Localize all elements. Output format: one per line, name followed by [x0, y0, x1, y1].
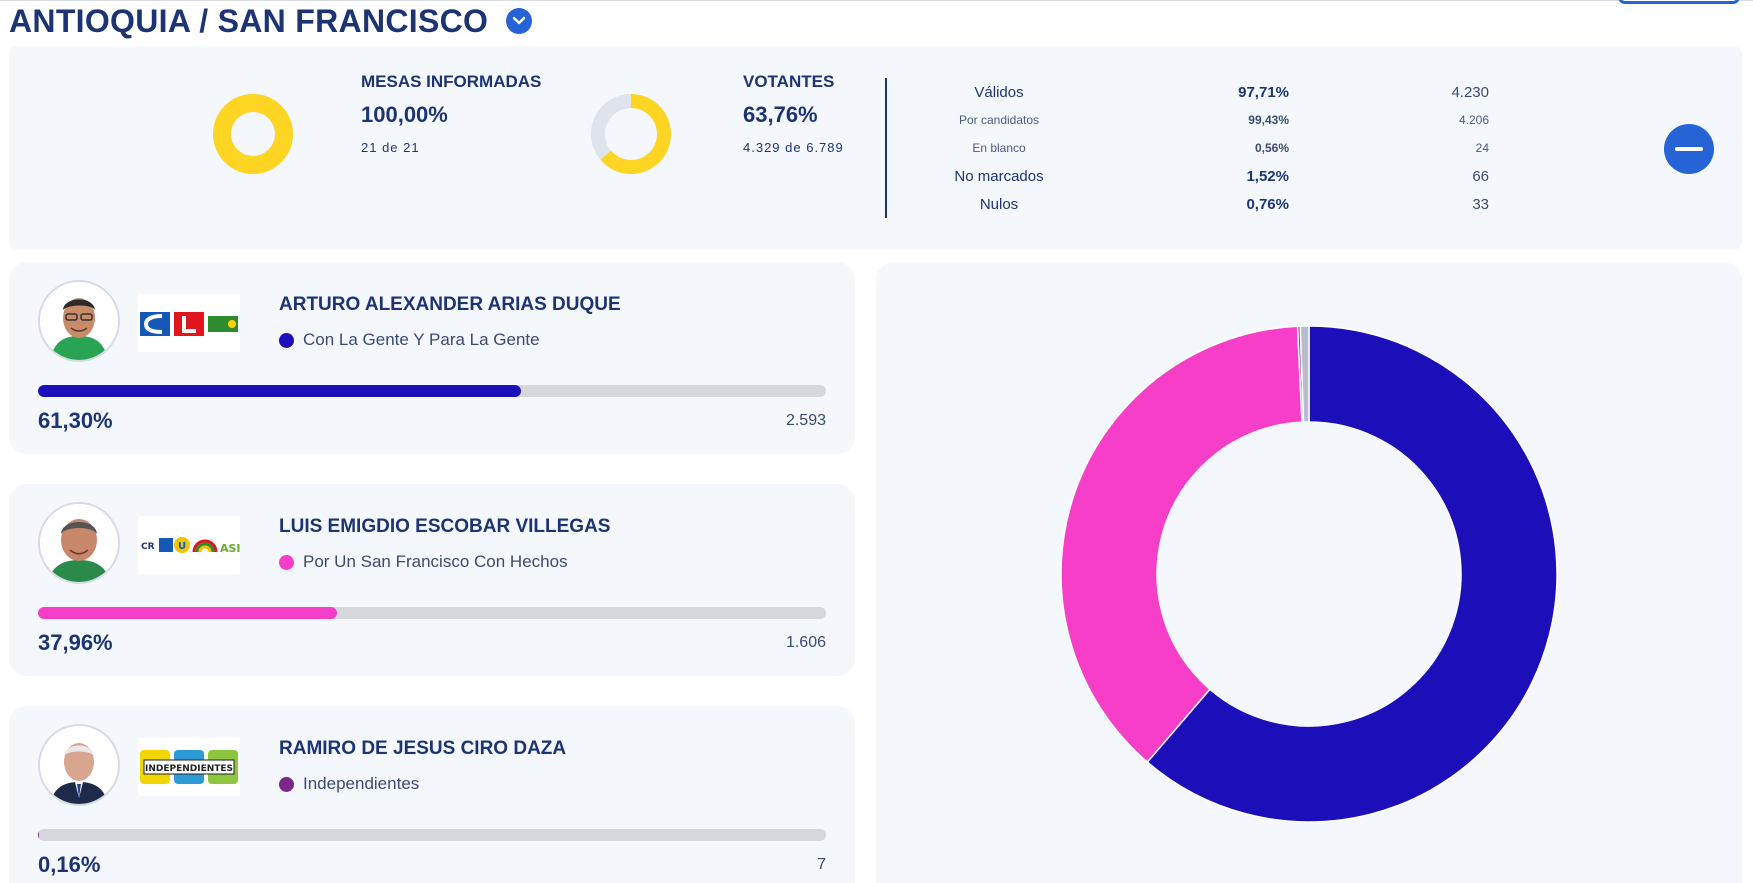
top-border [0, 0, 1753, 1]
table-row-por-candidatos: Por candidatos 99,43% 4.206 [899, 106, 1489, 134]
row-label: En blanco [972, 141, 1026, 155]
votantes-ring-chart [591, 94, 671, 174]
mesas-ring-chart [213, 94, 293, 174]
donut-hole [1157, 422, 1461, 726]
table-row-no-marcados: No marcados 1,52% 66 [899, 162, 1489, 190]
svg-text:U: U [178, 541, 186, 552]
candidate-name: RAMIRO DE JESUS CIRO DAZA [279, 738, 567, 759]
party-color-dot [279, 776, 294, 792]
results-donut-chart [1060, 325, 1558, 823]
svg-text:CR: CR [141, 542, 155, 552]
row-count: 66 [1472, 168, 1489, 185]
row-pct: 99,43% [1248, 113, 1289, 127]
candidate-votes: 1.606 [785, 634, 826, 651]
chevron-down-icon [513, 16, 526, 25]
candidate-photo [38, 724, 120, 806]
row-count: 4.230 [1451, 84, 1489, 101]
party-row: Por Un San Francisco Con Hechos [279, 552, 568, 572]
mesas-pct: 100,00% [361, 102, 448, 127]
mesas-ring-arc [213, 94, 293, 174]
top-action-button[interactable] [1618, 0, 1740, 4]
row-label: No marcados [954, 168, 1044, 185]
party-name: Por Un San Francisco Con Hechos [303, 552, 568, 571]
vote-share-fill [38, 385, 522, 397]
table-row-validos: Válidos 97,71% 4.230 [899, 78, 1489, 106]
row-count: 24 [1475, 141, 1489, 155]
votantes-title: VOTANTES [743, 72, 835, 91]
candidate-votes: 7 [817, 856, 826, 873]
vote-share-bar [38, 385, 826, 397]
party-color-dot [279, 554, 294, 570]
summary-divider [885, 78, 887, 218]
candidate-votes: 2.593 [785, 412, 826, 429]
page-header: ANTIOQUIA / SAN FRANCISCO [9, 2, 533, 40]
candidate-photo [38, 280, 120, 362]
candidate-card[interactable]: CR U ASI LUIS EMIGDIO ESCOBAR VILLEGAS P… [9, 484, 855, 676]
candidate-card[interactable]: ARTURO ALEXANDER ARIAS DUQUE Con La Gent… [9, 262, 855, 454]
vote-share-fill [38, 607, 338, 619]
votantes-ring-arc [591, 94, 671, 174]
vote-share-fill [38, 829, 40, 841]
candidate-name: LUIS EMIGDIO ESCOBAR VILLEGAS [279, 516, 611, 537]
results-donut-panel [876, 262, 1742, 883]
row-label: Válidos [974, 84, 1024, 101]
vote-share-bar [38, 829, 826, 841]
mesas-stat: MESAS INFORMADAS 100,00% 21 de 21 [361, 72, 541, 155]
votes-breakdown-table: Válidos 97,71% 4.230 Por candidatos 99,4… [899, 78, 1489, 218]
party-color-dot [279, 332, 294, 348]
row-pct: 97,71% [1238, 84, 1289, 101]
party-logo [138, 294, 240, 352]
summary-panel: MESAS INFORMADAS 100,00% 21 de 21 VOTANT… [9, 46, 1742, 250]
party-name: Independientes [303, 774, 420, 793]
mesas-count: 21 de 21 [361, 140, 420, 155]
mesas-title: MESAS INFORMADAS [361, 72, 542, 91]
party-row: Independientes [279, 774, 419, 794]
candidate-card[interactable]: INDEPENDIENTES RAMIRO DE JESUS CIRO DAZA… [9, 706, 855, 883]
row-pct: 1,52% [1246, 168, 1289, 185]
party-name: Con La Gente Y Para La Gente [303, 330, 540, 349]
votantes-stat: VOTANTES 63,76% 4.329 de 6.789 [743, 72, 844, 155]
candidate-name: ARTURO ALEXANDER ARIAS DUQUE [279, 294, 621, 315]
location-dropdown-button[interactable] [506, 8, 533, 34]
row-label: Por candidatos [958, 113, 1040, 127]
table-row-nulos: Nulos 0,76% 33 [899, 190, 1489, 218]
svg-text:ASI: ASI [220, 542, 240, 555]
vote-share-bar [38, 607, 826, 619]
candidate-pct: 37,96% [38, 630, 113, 655]
votantes-pct: 63,76% [743, 102, 818, 127]
row-label: Nulos [979, 196, 1019, 213]
page-title: ANTIOQUIA / SAN FRANCISCO [9, 2, 489, 39]
minus-icon [1675, 147, 1703, 151]
party-row: Con La Gente Y Para La Gente [279, 330, 540, 350]
row-count: 33 [1472, 196, 1489, 213]
party-logo: INDEPENDIENTES [138, 738, 240, 796]
table-row-en-blanco: En blanco 0,56% 24 [899, 134, 1489, 162]
collapse-summary-button[interactable] [1664, 124, 1714, 174]
candidate-pct: 0,16% [38, 852, 101, 877]
votantes-count: 4.329 de 6.789 [743, 140, 844, 155]
candidate-photo [38, 502, 120, 584]
party-logo: CR U ASI [138, 516, 240, 574]
candidate-pct: 61,30% [38, 408, 113, 433]
row-count: 4.206 [1458, 113, 1489, 127]
svg-text:INDEPENDIENTES: INDEPENDIENTES [145, 764, 233, 774]
row-pct: 0,56% [1254, 141, 1289, 155]
row-pct: 0,76% [1246, 196, 1289, 213]
